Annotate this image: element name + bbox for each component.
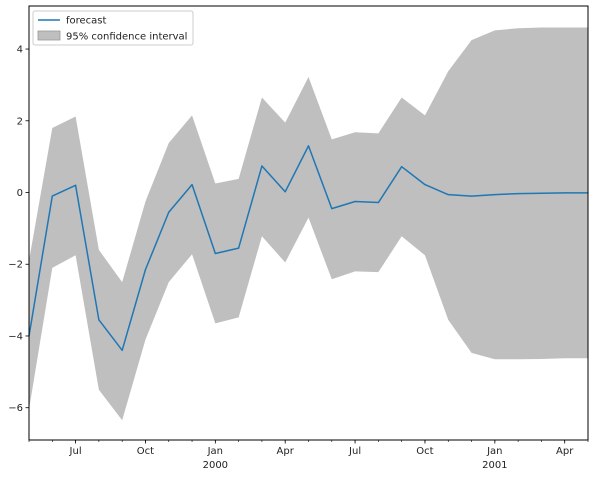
x-tick-year-label: 2000 xyxy=(203,460,228,471)
y-tick-label: −4 xyxy=(8,331,23,342)
forecast-point xyxy=(144,269,147,271)
forecast-point xyxy=(214,252,216,255)
forecast-point xyxy=(354,200,356,203)
x-tick-label: Jul xyxy=(348,446,361,457)
forecast-point xyxy=(238,247,240,249)
legend-forecast-label: forecast xyxy=(66,16,107,27)
x-tick-label: Jul xyxy=(69,446,82,457)
forecast-point xyxy=(517,192,519,195)
confidence-band xyxy=(29,27,588,421)
forecast-point xyxy=(284,191,286,193)
x-tick-label: Oct xyxy=(137,446,154,457)
y-axis: −6 −4 −2 0 2 4 xyxy=(8,45,29,414)
x-tick-label: Jan xyxy=(486,446,502,457)
legend-confidence-swatch xyxy=(37,30,61,41)
y-tick-label: −6 xyxy=(8,403,23,414)
forecast-point xyxy=(191,184,193,186)
forecast-point xyxy=(424,184,426,186)
forecast-point xyxy=(331,208,333,210)
forecast-point xyxy=(261,165,263,167)
forecast-point xyxy=(168,211,170,213)
forecast-point xyxy=(401,166,403,168)
forecast-point xyxy=(494,194,496,196)
forecast-point xyxy=(121,349,123,351)
y-tick-label: 0 xyxy=(17,188,23,199)
forecast-point xyxy=(307,145,310,147)
legend: forecast 95% confidence interval xyxy=(32,10,194,46)
forecast-point xyxy=(51,195,53,197)
forecast-point xyxy=(447,194,449,196)
x-tick-year-label: 2001 xyxy=(482,460,507,471)
x-tick-label: Jan xyxy=(207,446,223,457)
x-tick-label: Oct xyxy=(416,446,433,457)
x-tick-label: Apr xyxy=(556,446,574,457)
legend-box xyxy=(32,10,194,46)
forecast-point xyxy=(470,195,473,197)
x-axis: Jul Oct Jan 2000 Apr Jul Oct Jan 2001 Apr xyxy=(28,440,589,471)
forecast-point xyxy=(98,319,100,321)
x-tick-label: Apr xyxy=(277,446,295,457)
legend-confidence-label: 95% confidence interval xyxy=(66,32,187,43)
forecast-point xyxy=(540,192,543,194)
forecast-point xyxy=(377,201,379,204)
y-tick-label: −2 xyxy=(8,260,23,271)
y-tick-label: 2 xyxy=(17,116,23,127)
band-layer xyxy=(29,27,588,421)
y-tick-label: 4 xyxy=(17,45,23,56)
line-layer xyxy=(28,145,589,352)
forecast-point xyxy=(74,184,77,186)
forecast-point xyxy=(564,192,566,194)
